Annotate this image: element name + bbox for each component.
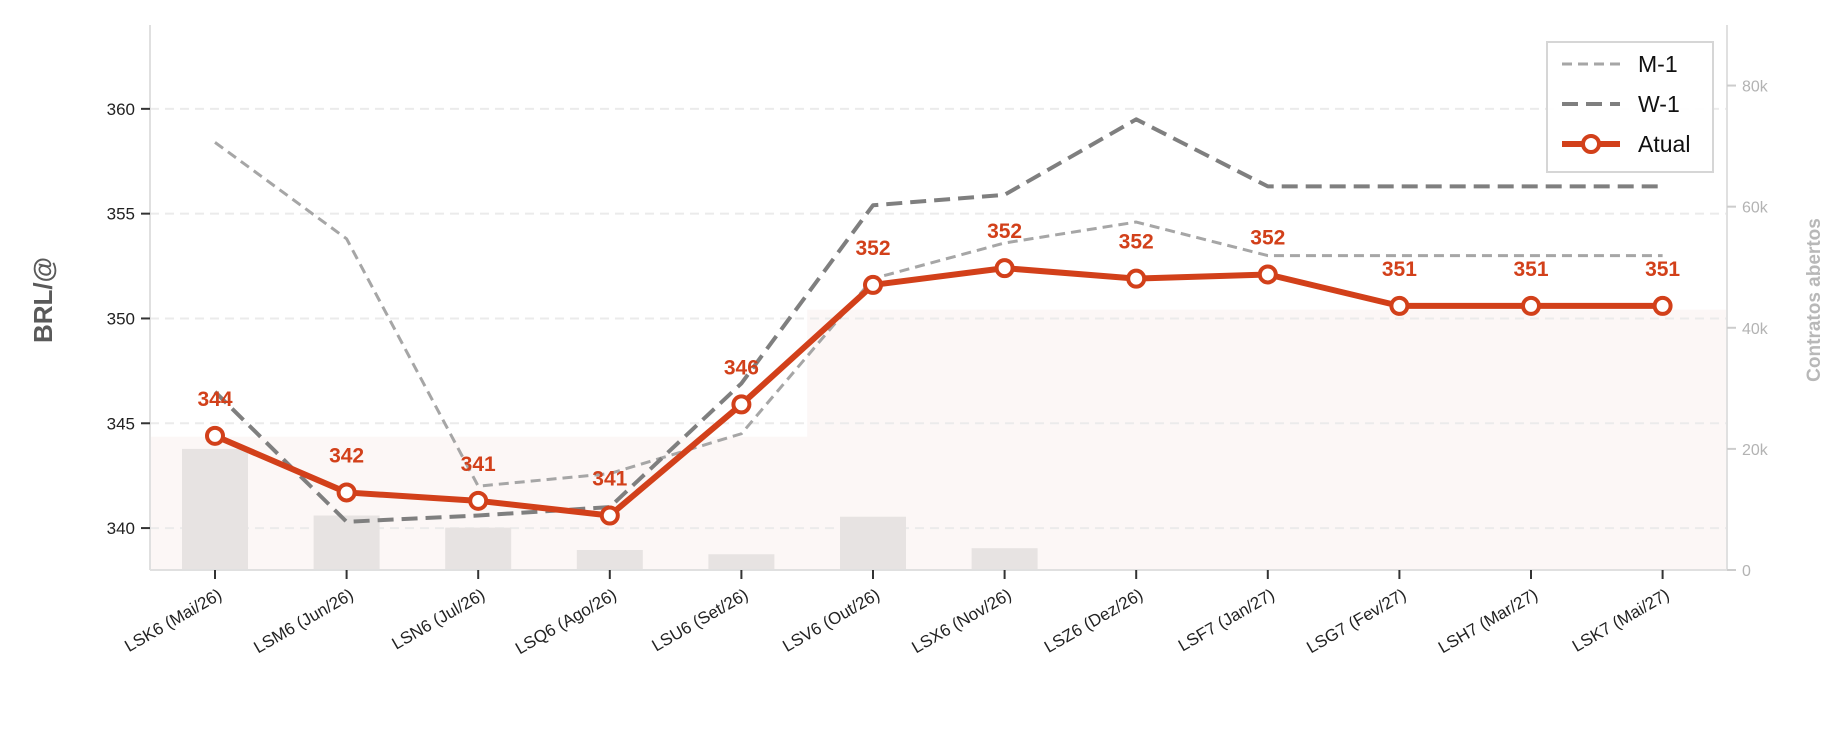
gridlines: [150, 107, 1727, 530]
y2-axis-title: Contratos abertos: [1804, 218, 1825, 382]
x-tick-label: LSF7 (Jan/27): [1175, 585, 1278, 655]
y2-tick-label: 0: [1742, 563, 1751, 580]
atual-marker: [1652, 295, 1673, 316]
atual-marker: [599, 505, 620, 526]
background-layer: [150, 309, 1727, 570]
open-interest-bar: [708, 554, 775, 570]
x-tick-label: LSK7 (Mai/27): [1569, 585, 1673, 656]
legend-w1-label: W-1: [1638, 91, 1680, 117]
atual-data-label: 352: [1119, 231, 1154, 254]
open-interest-bar: [182, 448, 248, 570]
total-interest-area: [150, 309, 1727, 570]
open-interest-bar: [313, 515, 380, 570]
atual-data-label: 341: [461, 453, 496, 476]
atual-data-label: 352: [987, 220, 1022, 243]
x-tick-label: LSK6 (Mai/26): [121, 585, 225, 656]
y-tick-label: 345: [107, 414, 135, 433]
legend: M-1 W-1 Atual: [1546, 41, 1714, 173]
atual-data-label: 351: [1645, 258, 1680, 281]
x-tick-label: LSH7 (Mar/27): [1435, 585, 1541, 657]
series-line-w1: [213, 117, 1663, 524]
x-tick-label: LSU6 (Set/26): [649, 585, 752, 655]
atual-marker: [1126, 268, 1147, 289]
atual-data-label: 352: [855, 237, 890, 260]
x-tick-label: LSG7 (Fev/27): [1303, 585, 1409, 657]
legend-atual-marker: [1581, 134, 1601, 154]
atual-marker: [863, 274, 883, 295]
atual-data-label: 351: [1382, 258, 1417, 281]
x-tick-label: LSX6 (Nov/26): [909, 585, 1015, 657]
x-tick-label: LSZ6 (Dez/26): [1041, 585, 1146, 657]
atual-marker: [1521, 295, 1541, 316]
open-interest-bar: [840, 516, 906, 570]
open-interest-bar: [445, 527, 512, 570]
atual-data-label: 352: [1250, 226, 1285, 249]
series-lines: [205, 117, 1673, 526]
atual-marker: [731, 394, 752, 415]
atual-data-label: 351: [1513, 258, 1548, 281]
y-tick-label: 355: [107, 205, 135, 224]
atual-marker: [1389, 295, 1410, 316]
atual-data-label: 341: [592, 468, 627, 491]
atual-marker: [994, 258, 1015, 279]
y2-tick-label: 80k: [1742, 79, 1769, 96]
series-line-atual: [213, 265, 1663, 519]
atual-marker: [1257, 264, 1278, 285]
atual-data-label: 346: [724, 356, 759, 379]
legend-atual-label: Atual: [1638, 131, 1690, 157]
atual-marker: [468, 490, 489, 511]
series-line-m1: [214, 141, 1663, 488]
x-tick-label: LSM6 (Jun/26): [251, 585, 357, 657]
y-tick-label: 350: [107, 309, 135, 328]
x-tick-label: LSN6 (Jul/26): [389, 585, 489, 653]
atual-marker: [336, 482, 357, 503]
legend-box: [1546, 41, 1714, 173]
y2-tick-label: 40k: [1742, 321, 1769, 338]
y-tick-label: 340: [107, 519, 135, 538]
y-tick-label: 360: [107, 100, 135, 119]
open-interest-bars: [182, 448, 1038, 570]
y-axis-title: BRL/@: [28, 257, 58, 343]
atual-data-label: 344: [197, 388, 232, 411]
legend-m1-label: M-1: [1638, 51, 1678, 77]
atual-marker: [205, 425, 225, 446]
open-interest-bar: [576, 550, 643, 570]
atual-data-label: 342: [329, 444, 364, 467]
x-tick-label: LSQ6 (Ago/26): [512, 585, 620, 658]
y2-tick-label: 60k: [1742, 200, 1769, 217]
data-labels: 344 342 341 341 346 352 352 352 352 351 351 351: [197, 220, 1680, 490]
open-interest-bar: [971, 548, 1038, 570]
y2-tick-label: 20k: [1742, 442, 1769, 459]
x-tick-label: LSV6 (Out/26): [779, 585, 883, 656]
